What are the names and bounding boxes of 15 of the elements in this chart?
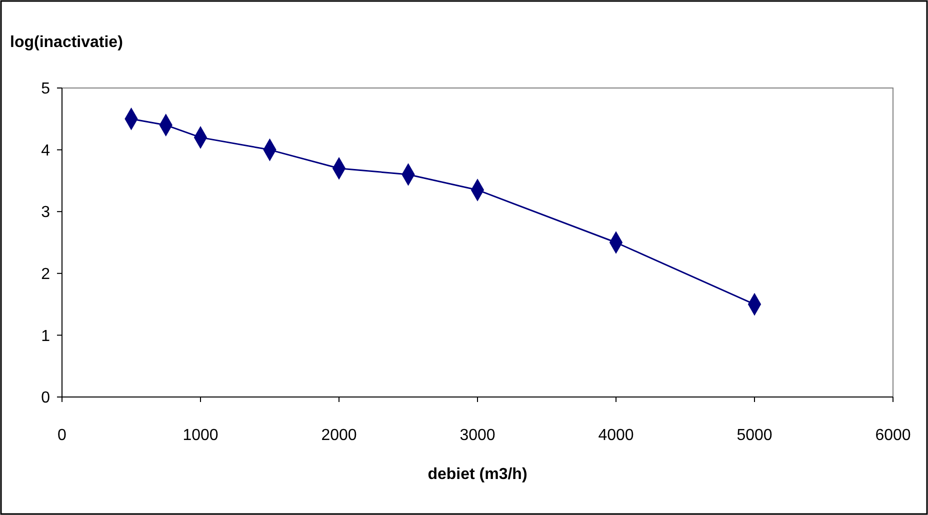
x-tick-label: 1000 xyxy=(182,427,218,444)
y-tick-label: 1 xyxy=(41,328,50,345)
y-tick-label: 4 xyxy=(41,142,50,160)
y-tick-label: 3 xyxy=(41,204,50,222)
x-tick-label: 0 xyxy=(58,427,67,444)
x-axis-title: debiet (m3/h) xyxy=(428,466,528,483)
y-tick-label: 2 xyxy=(41,266,50,283)
y-tick-label: 0 xyxy=(41,390,50,407)
y-axis-title: log(inactivatie) xyxy=(10,34,123,51)
x-tick-label: 6000 xyxy=(875,427,911,444)
x-tick-label: 4000 xyxy=(598,427,634,444)
y-tick-label: 5 xyxy=(41,80,50,98)
x-tick-label: 2000 xyxy=(321,427,357,444)
x-tick-label: 3000 xyxy=(460,427,496,444)
x-tick-label: 5000 xyxy=(736,427,772,444)
